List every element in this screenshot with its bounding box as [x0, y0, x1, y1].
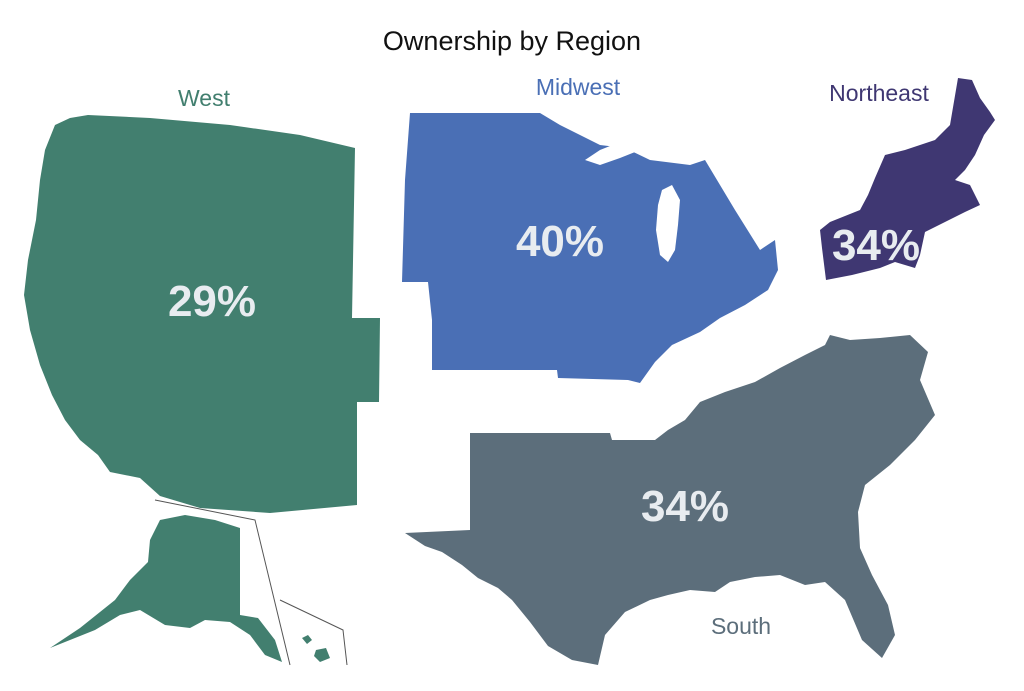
- lake-michigan: [656, 185, 680, 262]
- value-label-west: 29%: [168, 277, 256, 326]
- value-label-midwest: 40%: [516, 217, 604, 266]
- value-label-northeast: 34%: [832, 221, 920, 270]
- midwest-shape: [402, 113, 778, 383]
- region-west: West 29%: [24, 85, 380, 666]
- region-midwest: Midwest 40%: [402, 74, 778, 383]
- region-label-northeast: Northeast: [829, 80, 929, 106]
- hawaii-shape: [302, 635, 330, 662]
- map-title: Ownership by Region: [383, 26, 641, 56]
- value-label-south: 34%: [641, 482, 729, 531]
- lake-superior: [585, 135, 655, 165]
- west-shape: [24, 115, 380, 513]
- inset-divider: [154, 499, 348, 666]
- region-label-south: South: [711, 613, 771, 639]
- region-south: South 34%: [405, 335, 935, 665]
- region-northeast: Northeast 34%: [820, 78, 995, 280]
- alaska-shape: [50, 515, 282, 662]
- south-shape: [405, 335, 935, 665]
- region-label-west: West: [178, 85, 231, 111]
- northeast-shape: [820, 78, 995, 280]
- region-label-midwest: Midwest: [536, 74, 621, 100]
